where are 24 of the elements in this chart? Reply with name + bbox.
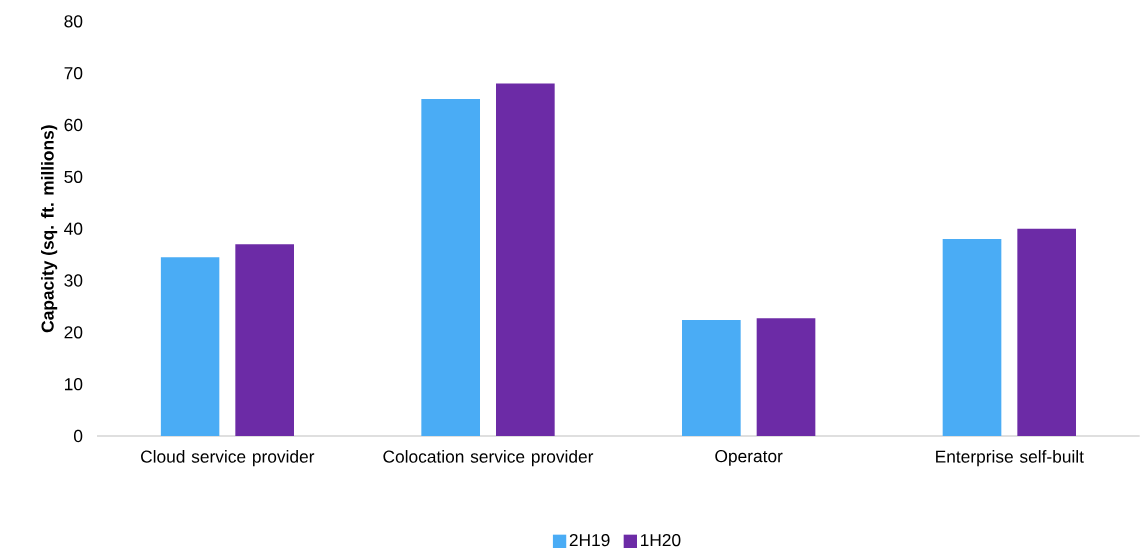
bar: [1017, 228, 1077, 436]
y-tick-label: 10: [65, 378, 83, 391]
bar: [421, 99, 480, 436]
y-tick-label: 0: [73, 429, 83, 443]
bar: [682, 319, 741, 436]
y-tick-label: 40: [64, 222, 83, 235]
y-axis-title: Capacity (sq. ft. millions): [41, 125, 58, 333]
x-tick-label: Colocation service provider: [383, 450, 594, 467]
legend-label: 2H19: [569, 533, 610, 547]
x-tick-label: Cloud service provider: [141, 450, 315, 467]
bar: [496, 83, 555, 436]
y-tick-label: 50: [64, 170, 83, 183]
y-tick-label: 80: [64, 15, 83, 28]
legend-label: 1H20: [640, 533, 681, 547]
bar: [756, 318, 816, 436]
bar: [160, 257, 220, 436]
bar: [942, 239, 1002, 436]
y-tick-label: 70: [64, 67, 83, 80]
bar: [235, 244, 294, 436]
y-tick-label: 20: [64, 326, 83, 339]
x-tick-label: Operator: [715, 450, 783, 466]
x-tick-label: Enterprise self-built: [936, 450, 1084, 467]
y-tick-label: 60: [64, 118, 83, 132]
y-tick-label: 30: [64, 274, 83, 287]
